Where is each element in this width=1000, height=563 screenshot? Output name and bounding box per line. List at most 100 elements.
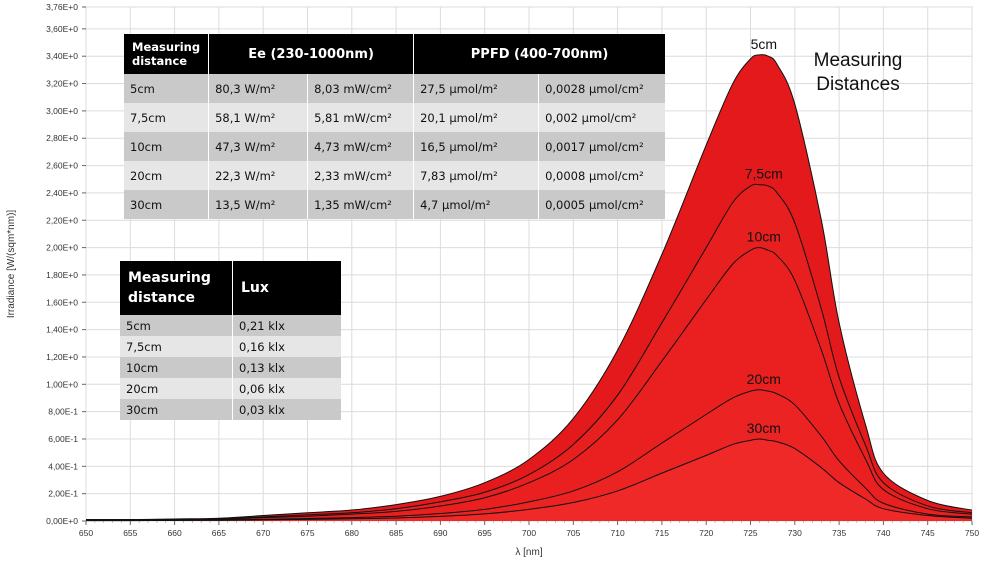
y-tick-label: 2,40E+0 xyxy=(46,188,78,198)
table-cell: 10cm xyxy=(124,132,209,161)
lux-row: 10cm 0,13 klx xyxy=(120,357,341,378)
table-cell: 1,35 mW/cm² xyxy=(307,190,414,219)
x-tick-label: 710 xyxy=(611,528,625,538)
x-tick-label: 720 xyxy=(699,528,713,538)
lux-row: 20cm 0,06 klx xyxy=(120,378,341,399)
curve-label-20cm: 20cm xyxy=(747,371,781,387)
lux-row: 5cm 0,21 klx xyxy=(120,315,341,336)
x-tick-label: 750 xyxy=(965,528,979,538)
table-cell: 0,0005 µmol/cm² xyxy=(538,190,666,219)
x-tick-label: 715 xyxy=(655,528,669,538)
table-cell: 0,0028 µmol/cm² xyxy=(538,74,666,103)
lux-cell: 0,13 klx xyxy=(232,357,341,378)
x-tick-label: 730 xyxy=(788,528,802,538)
table-cell: 16,5 µmol/m² xyxy=(413,132,539,161)
x-tick-label: 735 xyxy=(832,528,846,538)
y-axis: 0,00E+0 2,00E-1 4,00E-1 6,00E-1 8,00E-1 1,00E… xyxy=(46,2,86,526)
lux-row: 7,5cm 0,16 klx xyxy=(120,336,341,357)
y-tick-label: 2,00E+0 xyxy=(46,243,78,253)
measuring-distances-annotation: Measuring Distances xyxy=(814,50,903,95)
table-cell: 80,3 W/m² xyxy=(208,74,308,103)
curve-label-5cm: 5cm xyxy=(751,36,777,52)
curve-labels: 5cm 7,5cm 10cm 20cm 30cm xyxy=(745,36,783,436)
y-tick-label: 4,00E-1 xyxy=(48,461,78,471)
y-tick-label: 8,00E-1 xyxy=(48,407,78,417)
lux-cell: 7,5cm xyxy=(120,336,233,357)
lux-cell: 0,06 klx xyxy=(232,378,341,399)
curve-label-7-5cm: 7,5cm xyxy=(745,166,783,182)
table-cell: 4,7 µmol/m² xyxy=(413,190,539,219)
lux-cell: 5cm xyxy=(120,315,233,336)
table-cell: 0,0008 µmol/cm² xyxy=(538,161,666,190)
lux-header-measuring-distance: Measuring distance xyxy=(120,261,233,315)
lux-cell: 0,16 klx xyxy=(232,336,341,357)
table-cell: 58,1 W/m² xyxy=(208,103,308,132)
table-cell: 22,3 W/m² xyxy=(208,161,308,190)
table-cell: 27,5 µmol/m² xyxy=(413,74,539,103)
table-row: 30cm 13,5 W/m² 1,35 mW/cm² 4,7 µmol/m² 0,000… xyxy=(124,190,666,219)
y-tick-label: 3,76E+0 xyxy=(46,2,78,12)
x-tick-label: 740 xyxy=(876,528,890,538)
y-tick-label: 1,80E+0 xyxy=(46,270,78,280)
series-line-5cm xyxy=(85,54,973,521)
y-tick-label: 2,20E+0 xyxy=(46,215,78,225)
lux-header-lux: Lux xyxy=(232,261,341,315)
x-tick-label: 675 xyxy=(300,528,314,538)
series-line-30cm xyxy=(85,438,973,522)
x-tick-label: 670 xyxy=(256,528,270,538)
table-cell: 13,5 W/m² xyxy=(208,190,308,219)
table-row: 10cm 47,3 W/m² 4,73 mW/cm² 16,5 µmol/m² 0,00… xyxy=(124,132,666,161)
table-cell: 7,5cm xyxy=(124,103,209,132)
x-tick-label: 695 xyxy=(478,528,492,538)
y-tick-label: 2,60E+0 xyxy=(46,161,78,171)
lux-cell: 30cm xyxy=(120,399,233,420)
x-tick-label: 690 xyxy=(433,528,447,538)
table-row: 7,5cm 58,1 W/m² 5,81 mW/cm² 20,1 µmol/m² 0,0… xyxy=(124,103,666,132)
y-tick-label: 3,00E+0 xyxy=(46,106,78,116)
y-tick-label: 3,60E+0 xyxy=(46,24,78,34)
area-30cm xyxy=(86,438,972,521)
series-line-7-5cm xyxy=(85,183,973,521)
y-axis-title: Irradiance [W/(sqm*nm)] xyxy=(6,210,17,319)
x-tick-label: 655 xyxy=(123,528,137,538)
x-tick-label: 665 xyxy=(212,528,226,538)
table-row: 5cm 80,3 W/m² 8,03 mW/cm² 27,5 µmol/m² 0,002… xyxy=(124,74,666,103)
table-cell: 47,3 W/m² xyxy=(208,132,308,161)
header-ee: Ee (230-1000nm) xyxy=(208,34,414,74)
table-cell: 5cm xyxy=(124,74,209,103)
table-cell: 20,1 µmol/m² xyxy=(413,103,539,132)
curve-label-30cm: 30cm xyxy=(747,420,781,436)
annotation-line: Distances xyxy=(816,74,899,95)
y-tick-label: 3,40E+0 xyxy=(46,51,78,61)
x-tick-label: 725 xyxy=(743,528,757,538)
curve-label-10cm: 10cm xyxy=(747,229,781,245)
y-tick-label: 6,00E-1 xyxy=(48,434,78,444)
table-header-row: Measuring distance Ee (230-1000nm) PPFD … xyxy=(124,34,666,74)
x-tick-label: 745 xyxy=(921,528,935,538)
x-tick-label: 680 xyxy=(345,528,359,538)
lux-header-row: Measuring distance Lux xyxy=(120,261,341,315)
y-tick-label: 0,00E+0 xyxy=(46,516,78,526)
y-tick-label: 2,00E-1 xyxy=(48,489,78,499)
spectrum-lines xyxy=(85,54,973,522)
lux-row: 30cm 0,03 klx xyxy=(120,399,341,420)
table-cell: 0,0017 µmol/cm² xyxy=(538,132,666,161)
y-tick-label: 3,20E+0 xyxy=(46,79,78,89)
header-ppfd: PPFD (400-700nm) xyxy=(413,34,666,74)
lux-cell: 0,21 klx xyxy=(232,315,341,336)
table-cell: 20cm xyxy=(124,161,209,190)
series-line-10cm xyxy=(85,247,973,521)
x-tick-label: 685 xyxy=(389,528,403,538)
table-cell: 2,33 mW/cm² xyxy=(307,161,414,190)
y-tick-label: 1,40E+0 xyxy=(46,325,78,335)
y-tick-label: 2,80E+0 xyxy=(46,133,78,143)
x-tick-label: 705 xyxy=(566,528,580,538)
y-tick-label: 1,60E+0 xyxy=(46,297,78,307)
table-cell: 30cm xyxy=(124,190,209,219)
y-tick-label: 1,20E+0 xyxy=(46,352,78,362)
spectrum-areas xyxy=(86,54,972,521)
lux-table: Measuring distance Lux 5cm 0,21 klx 7,5cm 0… xyxy=(120,261,341,420)
table-cell: 7,83 µmol/m² xyxy=(413,161,539,190)
lux-cell: 0,03 klx xyxy=(232,399,341,420)
lux-cell: 20cm xyxy=(120,378,233,399)
